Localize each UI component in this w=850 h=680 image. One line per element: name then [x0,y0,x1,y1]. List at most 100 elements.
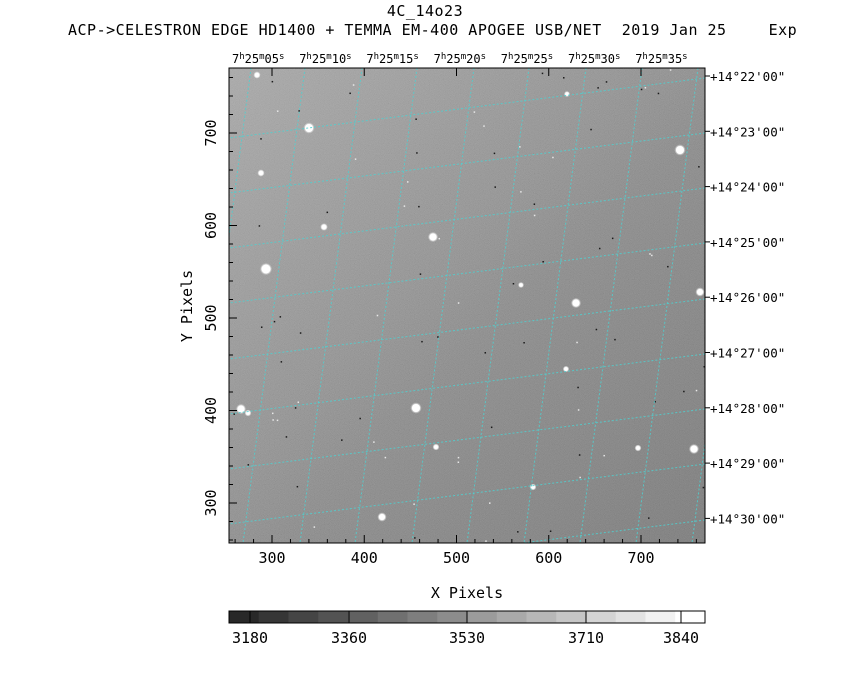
dec-label: +14°27'00" [710,346,785,361]
star [259,171,263,175]
star [564,367,568,371]
pixel-speck [541,72,544,75]
pixel-speck [285,436,288,438]
dec-label: +14°25'00" [710,235,785,250]
pixel-speck [276,110,279,112]
pixel-speck [326,211,329,214]
pixel-speck [272,419,274,421]
star [565,92,569,96]
plot-border [228,67,706,544]
axis-ticks [229,68,697,543]
pixel-speck [280,361,283,363]
pixel-speck [698,166,700,168]
y-tick-label: 700 [202,119,220,146]
pixel-speck [614,338,616,341]
pixel-speck [258,225,261,227]
pixel-speck [605,81,608,83]
image-title: 4C_14o23 [386,2,464,20]
pixel-speck [563,77,565,79]
pixel-speck [271,412,274,415]
x-tick-label: 400 [351,549,378,567]
pixel-speck [473,111,476,113]
pixel-speck [457,461,460,463]
x-tick-labels: 300 400 500 600 700 [258,549,654,567]
pixel-speck [595,328,598,331]
pixel-speck [376,314,379,317]
star [434,445,438,449]
pixel-speck [419,273,422,275]
colorbar-segment [407,611,438,623]
pixel-speck [494,186,496,188]
pixel-speck [512,282,515,285]
colorbar-label: 3360 [331,629,367,647]
pixel-speck [576,341,578,344]
colorbar-label: 3180 [232,629,268,647]
y-tick-label: 300 [202,489,220,516]
pixel-speck [484,352,487,354]
colorbar-label: 3530 [449,629,485,647]
dec-label: +14°30'00" [710,511,785,526]
pixel-speck [517,531,519,533]
pixel-speck [403,205,406,207]
pixel-speck [577,386,579,389]
pixel-speck [493,152,496,155]
star [519,283,523,287]
dec-label: +14°22'00" [710,69,785,84]
pixel-speck [552,156,554,159]
pixel-speck [549,530,552,532]
y-tick-label: 500 [202,304,220,331]
ra-label: 7h25m35s [635,52,687,66]
pixel-speck [414,537,416,539]
colorbar-segment [496,611,527,623]
x-tick-label: 300 [258,549,285,567]
pixel-speck [313,526,316,528]
ra-label: 7h25m15s [366,52,418,66]
pixel-speck [416,152,418,154]
pixel-speck [703,366,705,368]
colorbar-segment [437,611,468,623]
pixel-speck [373,441,375,443]
star [676,146,684,154]
pixel-speck [273,320,276,323]
y-axis-label: Y Pixels [178,270,196,342]
pixel-speck [406,181,409,183]
pixel-speck [644,87,647,89]
colorbar-segment [586,611,617,623]
pixel-speck [260,326,263,328]
dec-label: +14°28'00" [710,401,785,416]
colorbar-segment [377,611,408,623]
colorbar-segment [318,611,349,623]
pixel-speck [384,456,387,459]
pixel-speck [413,503,415,505]
colorbar-segment [675,611,706,623]
pixel-speck [276,419,279,422]
pixel-speck [297,401,300,403]
pixel-speck [667,265,669,268]
ra-label: 7h25m30s [568,52,620,66]
pixel-speck [520,191,522,193]
x-tick-label: 500 [443,549,470,567]
y-tick-label: 400 [202,397,220,424]
star-field [233,69,705,542]
ra-label: 7h25m05s [232,52,284,66]
observation-date: 2019 Jan 25 [621,21,727,39]
pixel-speck [294,407,297,409]
pixel-speck [247,464,250,466]
y-tick-labels: 300 400 500 600 700 [202,119,220,516]
pixel-speck [359,417,361,420]
pixel-speck [354,158,357,160]
pixel-speck [490,426,493,429]
pixel-speck [598,247,601,250]
colorbar-segment [229,611,260,623]
colorbar-label: 3840 [663,629,699,647]
star [690,445,698,453]
pixel-speck [519,146,521,148]
pixel-speck [702,486,705,489]
colorbar-segment [556,611,587,623]
colorbar-label: 3710 [568,629,604,647]
pixel-speck [271,80,274,83]
pixel-speck [683,390,685,393]
pixel-speck [279,316,282,318]
dec-labels: +14°22'00" +14°23'00" +14°24'00" +14°25'00"… [705,69,785,526]
